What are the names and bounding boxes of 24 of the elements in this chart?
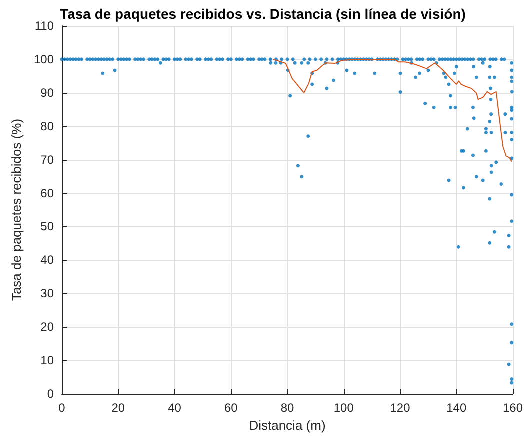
y-tick-label: 60 — [40, 186, 54, 200]
x-axis-title: Distancia (m) — [249, 418, 326, 433]
y-tick-label: 40 — [40, 253, 54, 268]
x-tick-label: 120 — [390, 401, 411, 415]
x-tick-label: 80 — [280, 401, 294, 415]
y-tick-label: 20 — [40, 320, 54, 334]
x-tick-label: 140 — [446, 401, 467, 415]
y-tick-label: 30 — [40, 286, 54, 301]
y-tick-label: 80 — [40, 119, 54, 134]
y-tick-label: 100 — [34, 52, 54, 66]
y-tick-label: 70 — [40, 152, 54, 167]
y-tick-label: 10 — [40, 354, 54, 368]
x-tick-label: 60 — [224, 401, 238, 415]
y-tick-label: 90 — [40, 86, 54, 100]
x-tick-label: 0 — [58, 401, 66, 415]
x-tick-label: 40 — [168, 401, 182, 415]
y-tick-label: 50 — [40, 220, 54, 234]
x-tick-label: 160 — [502, 401, 524, 415]
y-tick-label: 110 — [34, 19, 54, 33]
y-axis-title: Tasa de paquetes recibidos (%) — [9, 118, 24, 302]
x-tick-label: 20 — [112, 401, 126, 415]
x-tick-label: 100 — [334, 401, 354, 415]
y-tick-label: 0 — [47, 387, 54, 401]
chart-title: Tasa de paquetes recibidos vs. Distancia (sin línea de visión) — [60, 6, 466, 22]
